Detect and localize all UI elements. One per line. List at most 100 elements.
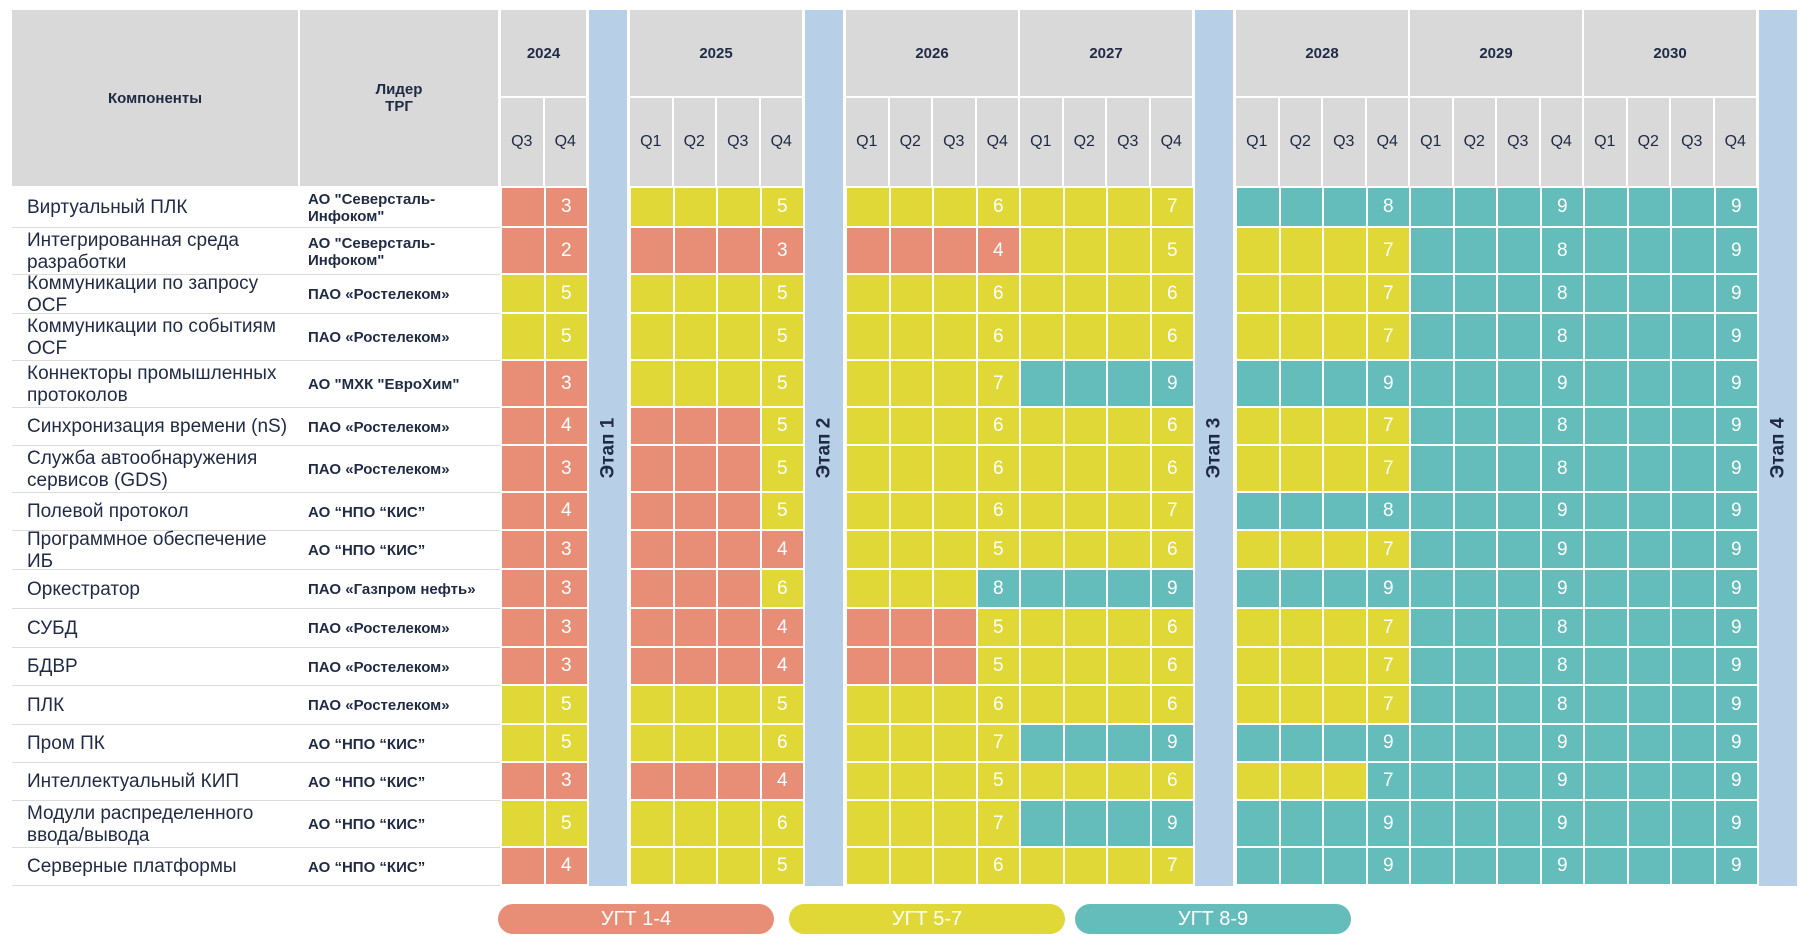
readiness-cell — [1062, 725, 1106, 763]
readiness-value: 6 — [759, 801, 803, 848]
readiness-cell — [888, 446, 932, 493]
readiness-cell — [1670, 228, 1714, 275]
readiness-cell — [1583, 361, 1627, 408]
readiness-value: 8 — [1539, 648, 1583, 686]
readiness-cell — [672, 763, 716, 801]
readiness-cell — [932, 763, 976, 801]
readiness-cell — [672, 408, 716, 446]
readiness-cell — [672, 188, 716, 228]
row-divider — [12, 492, 500, 493]
readiness-cell — [1409, 570, 1453, 609]
readiness-cell — [1235, 725, 1279, 763]
readiness-cell — [672, 493, 716, 531]
readiness-cell — [500, 188, 544, 228]
readiness-cell — [845, 314, 889, 361]
readiness-cell — [1452, 188, 1496, 228]
readiness-value: 9 — [1365, 361, 1409, 408]
readiness-cell — [716, 848, 760, 886]
readiness-cell — [1322, 361, 1366, 408]
readiness-cell — [1278, 531, 1322, 570]
readiness-cell — [500, 314, 544, 361]
readiness-value: 8 — [1539, 609, 1583, 648]
row-divider — [12, 847, 500, 848]
readiness-cell — [716, 228, 760, 275]
readiness-cell — [845, 848, 889, 886]
readiness-value: 8 — [975, 570, 1019, 609]
readiness-cell — [1670, 725, 1714, 763]
readiness-cell — [1322, 531, 1366, 570]
readiness-cell — [672, 228, 716, 275]
readiness-cell — [1583, 763, 1627, 801]
readiness-cell — [1409, 493, 1453, 531]
readiness-value: 6 — [1149, 686, 1193, 725]
readiness-cell — [1626, 531, 1670, 570]
leader-name: ПАО «Ростелеком» — [308, 658, 450, 676]
readiness-cell — [1409, 531, 1453, 570]
readiness-cell — [1452, 609, 1496, 648]
stage-column: Этап 3 — [1195, 10, 1233, 886]
readiness-cell — [1106, 314, 1150, 361]
readiness-cell — [1019, 725, 1063, 763]
readiness-cell — [888, 609, 932, 648]
readiness-cell — [672, 848, 716, 886]
readiness-cell — [1106, 801, 1150, 848]
readiness-cell — [1106, 228, 1150, 275]
readiness-cell — [1409, 763, 1453, 801]
readiness-cell — [629, 686, 673, 725]
readiness-cell — [1278, 446, 1322, 493]
readiness-cell — [1409, 725, 1453, 763]
component-name: Полевой протокол — [27, 501, 189, 522]
readiness-value: 4 — [759, 648, 803, 686]
readiness-cell — [1583, 314, 1627, 361]
component-name: ПЛК — [27, 694, 65, 716]
readiness-cell — [1496, 686, 1540, 725]
readiness-cell — [1626, 493, 1670, 531]
readiness-value: 5 — [1149, 228, 1193, 275]
readiness-value: 7 — [1149, 848, 1193, 886]
readiness-cell — [629, 801, 673, 848]
readiness-cell — [716, 763, 760, 801]
readiness-cell — [716, 188, 760, 228]
readiness-cell — [500, 848, 544, 886]
readiness-value: 7 — [1365, 446, 1409, 493]
readiness-cell — [1409, 801, 1453, 848]
readiness-cell — [1062, 686, 1106, 725]
readiness-cell — [845, 763, 889, 801]
leader-name: ПАО «Ростелеком» — [308, 461, 450, 478]
readiness-cell — [500, 446, 544, 493]
readiness-value: 6 — [975, 314, 1019, 361]
readiness-cell — [629, 609, 673, 648]
readiness-cell — [888, 648, 932, 686]
component-name: Оркестратор — [27, 578, 140, 600]
readiness-value: 9 — [1713, 801, 1757, 848]
readiness-cell — [888, 801, 932, 848]
readiness-cell — [888, 725, 932, 763]
readiness-cell — [1322, 408, 1366, 446]
readiness-cell — [1626, 188, 1670, 228]
stage-column: Этап 4 — [1759, 10, 1797, 886]
quarter-header: Q1 — [1236, 98, 1278, 186]
row-divider — [12, 685, 500, 686]
quarter-header: Q3 — [1497, 98, 1539, 186]
component-name: Виртуальный ПЛК — [27, 197, 188, 218]
readiness-value: 9 — [1149, 570, 1193, 609]
readiness-cell — [716, 493, 760, 531]
readiness-value: 7 — [1365, 686, 1409, 725]
readiness-cell — [1322, 763, 1366, 801]
readiness-cell — [1583, 493, 1627, 531]
quarter-header: Q2 — [889, 98, 931, 186]
year-header: 2026 — [846, 10, 1018, 96]
readiness-cell — [1583, 848, 1627, 886]
readiness-cell — [1062, 188, 1106, 228]
header-components: Компоненты — [12, 10, 298, 186]
readiness-cell — [1670, 848, 1714, 886]
quarter-header: Q3 — [933, 98, 975, 186]
readiness-cell — [1019, 493, 1063, 531]
readiness-value: 6 — [975, 493, 1019, 531]
readiness-cell — [932, 609, 976, 648]
readiness-cell — [1583, 531, 1627, 570]
readiness-cell — [716, 531, 760, 570]
readiness-cell — [1235, 686, 1279, 725]
readiness-cell — [1409, 275, 1453, 314]
readiness-cell — [629, 228, 673, 275]
